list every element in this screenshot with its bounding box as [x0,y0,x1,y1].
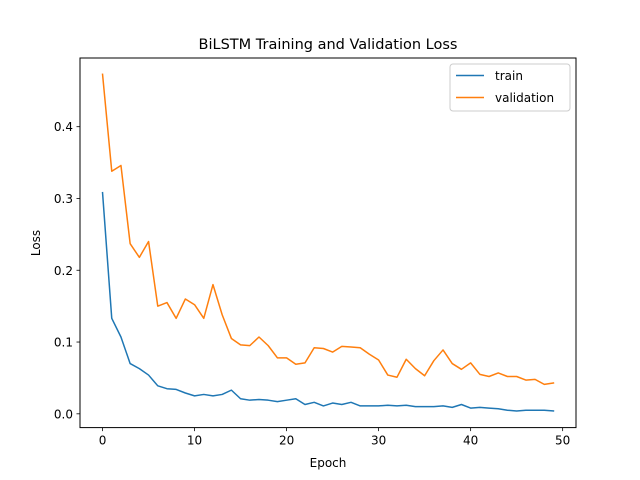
legend-validation-label: validation [495,91,554,105]
x-tick-label: 10 [187,434,202,448]
legend: train validation [449,63,571,112]
x-tick-label: 50 [555,434,570,448]
y-tick-label: 0.3 [54,192,73,206]
y-tick-label: 0.4 [54,120,73,134]
x-tick-label: 40 [463,434,478,448]
series-line-train [101,191,555,412]
plot-area [101,73,555,412]
y-axis: 0.0 0.1 0.2 0.3 0.4 [54,120,80,421]
y-tick-label: 0.2 [54,264,73,278]
y-axis-label: Loss [29,230,43,256]
y-tick-label: 0.1 [54,336,73,350]
x-axis: 0 10 20 30 40 50 [99,427,570,448]
x-tick-label: 0 [99,434,107,448]
chart-title: BiLSTM Training and Validation Loss [199,37,458,53]
x-tick-label: 20 [279,434,294,448]
legend-train-label: train [495,69,523,83]
y-tick-label: 0.0 [54,407,73,421]
x-axis-label: Epoch [310,456,347,470]
series-line-validation [101,73,555,386]
axes-frame [79,57,577,429]
x-tick-label: 30 [371,434,386,448]
